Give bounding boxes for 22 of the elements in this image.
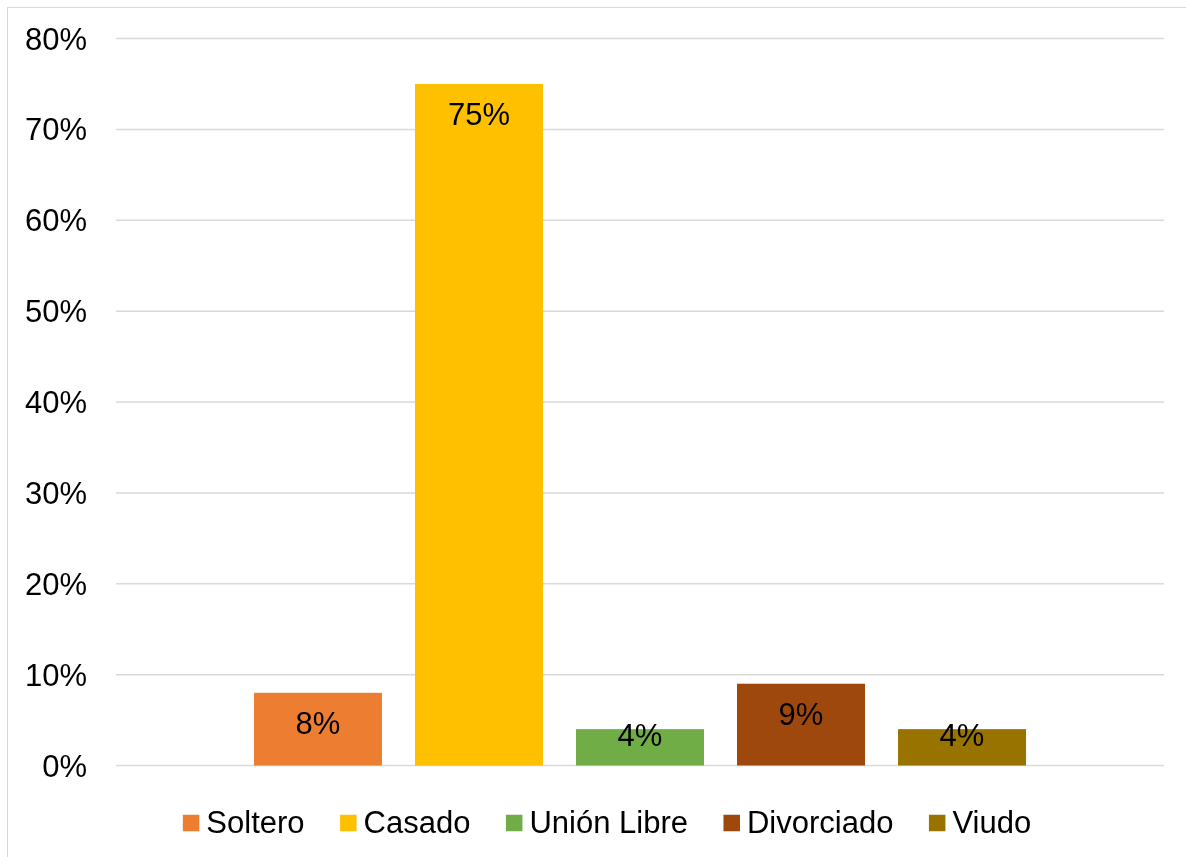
y-tick-label: 40% [24, 385, 87, 420]
y-tick-label: 10% [24, 657, 87, 693]
y-tick-label: 60% [24, 203, 87, 239]
data-label: 4% [617, 718, 663, 753]
legend-label: Soltero [206, 804, 305, 840]
legend-label: Divorciado [746, 804, 894, 840]
bar [414, 83, 543, 766]
legend-label: Viudo [952, 804, 1032, 840]
data-label: 4% [939, 718, 985, 753]
y-tick-label: 80% [24, 21, 87, 57]
bar [253, 692, 382, 766]
bar [737, 683, 866, 766]
legend-label: Casado [363, 804, 471, 840]
y-tick-label: 70% [24, 112, 87, 148]
y-tick-label: 20% [24, 566, 87, 602]
legend-label: Unión Libre [529, 804, 688, 840]
y-tick-label: 50% [24, 294, 87, 330]
data-label: 8% [295, 706, 341, 742]
data-label: 9% [778, 697, 824, 733]
y-tick-label: 30% [24, 475, 87, 511]
data-label: 75% [447, 97, 511, 133]
y-tick-label: 0% [42, 748, 87, 784]
